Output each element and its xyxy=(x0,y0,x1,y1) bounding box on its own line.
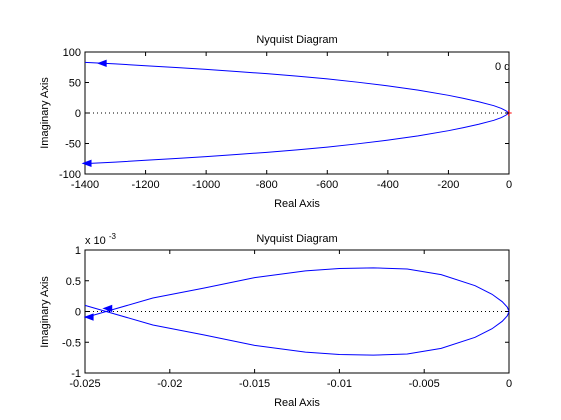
top-ticks-group: -1400 -1200 -1000 -800 -600 -400 -200 0 -100 -50 0… xyxy=(59,47,512,191)
x-tick-label-bottom-4: -0.005 xyxy=(409,378,440,390)
bottom-ticks-group: -0.025 -0.02 -0.015 -0.01 -0.005 0 -1 -0.5 0 0.5 1 xyxy=(62,245,512,390)
nyquist-branch-top-positive xyxy=(84,61,510,114)
y-exponent-label-bottom: x 10 -3 xyxy=(85,232,117,247)
direction-arrow-top-0 xyxy=(96,59,107,68)
y-tick-label-top-2: 0 xyxy=(75,108,81,120)
x-axis-title-bottom: Real Axis xyxy=(274,397,320,409)
x-tick-label-top-5: -400 xyxy=(377,179,399,191)
x-tick-label-bottom-0: -0.025 xyxy=(69,378,100,390)
x-tick-label-top-6: -200 xyxy=(437,179,459,191)
y-tick-label-top-0: -100 xyxy=(59,169,81,181)
y-tick-label-top-3: 50 xyxy=(69,78,81,90)
x-tick-label-top-1: -1200 xyxy=(132,179,160,191)
x-tick-label-top-4: -600 xyxy=(316,179,338,191)
nyquist-branch-bottom-positive xyxy=(84,267,510,319)
x-tick-label-bottom-2: -0.015 xyxy=(239,378,270,390)
nyquist-plot-top: -1400 -1200 -1000 -800 -600 -400 -200 0 -100 -50 0… xyxy=(39,34,512,210)
nyquist-plot-bottom: -0.025 -0.02 -0.015 -0.01 -0.005 0 -1 -0.5 0 0.5 1… xyxy=(39,232,512,409)
y-tick-label-bottom-2: 0 xyxy=(75,307,81,319)
y-tick-label-top-1: -50 xyxy=(65,139,81,151)
x-tick-label-top-2: -1000 xyxy=(192,179,220,191)
x-tick-label-bottom-1: -0.02 xyxy=(157,378,182,390)
plot-title-bottom: Nyquist Diagram xyxy=(256,233,337,245)
bottom-curve-group xyxy=(83,267,510,356)
x-tick-label-bottom-3: -0.01 xyxy=(327,378,352,390)
y-tick-label-bottom-3: 0.5 xyxy=(66,276,81,288)
zero-db-label-top: 0 d xyxy=(495,61,510,73)
y-tick-label-bottom-1: -0.5 xyxy=(62,337,81,349)
y-axis-title-bottom: Imaginary Axis xyxy=(39,276,51,348)
x-tick-label-top-0: -1400 xyxy=(71,179,99,191)
y-axis-title-top: Imaginary Axis xyxy=(39,77,51,149)
y-tick-label-bottom-4: 1 xyxy=(75,245,81,257)
direction-arrow-top-1 xyxy=(81,159,92,168)
nyquist-branch-bottom-negative xyxy=(84,304,510,356)
y-tick-label-bottom-0: -1 xyxy=(71,368,81,380)
direction-arrow-bottom-1 xyxy=(83,313,94,321)
x-axis-title-top: Real Axis xyxy=(274,198,320,210)
x-tick-label-bottom-5: 0 xyxy=(506,378,512,390)
x-tick-label-top-3: -800 xyxy=(256,179,278,191)
x-tick-label-top-7: 0 xyxy=(506,179,512,191)
direction-arrow-bottom-0 xyxy=(102,304,113,313)
plot-title-top: Nyquist Diagram xyxy=(256,34,337,46)
y-tick-label-top-4: 100 xyxy=(63,47,81,59)
nyquist-branch-top-negative xyxy=(84,112,510,165)
